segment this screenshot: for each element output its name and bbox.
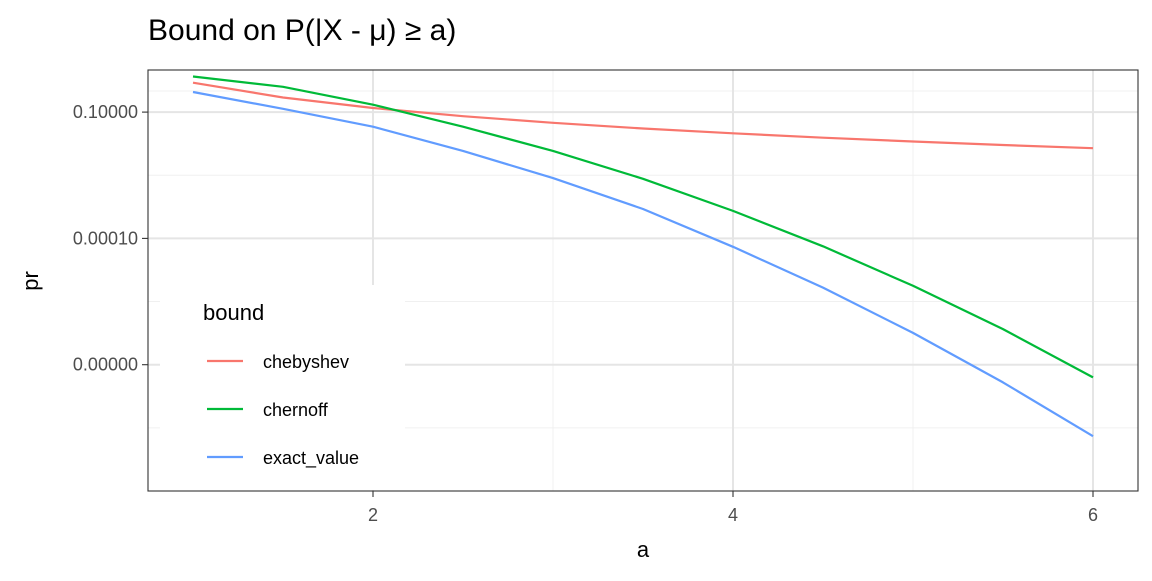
y-axis-title: pr <box>18 271 43 291</box>
chart-title: Bound on P(|X - μ) ≥ a) <box>148 14 456 47</box>
legend: bound chebyshev chernoff exact_value <box>160 285 405 490</box>
series-line-exact-value <box>192 90 1094 438</box>
y-tick-label: 0.00010 <box>73 228 138 248</box>
legend-label: exact_value <box>263 448 359 469</box>
series-line-chebyshev <box>192 81 1094 150</box>
x-tick-label: 4 <box>728 505 738 525</box>
series-line-chernoff <box>192 75 1094 379</box>
y-tick-label: 0.00000 <box>73 355 138 375</box>
x-axis-title: a <box>637 537 650 562</box>
x-tick-label: 2 <box>368 505 378 525</box>
axis-layer: 2 4 6 0.10000 0.00010 0.00000 <box>73 102 1098 525</box>
legend-label: chernoff <box>263 400 329 420</box>
legend-label: chebyshev <box>263 352 349 372</box>
panel-border <box>147 69 1139 492</box>
y-tick-label: 0.10000 <box>73 102 138 122</box>
legend-title: bound <box>203 300 264 325</box>
series-layer <box>192 75 1094 438</box>
legend-items: chebyshev chernoff exact_value <box>207 352 359 469</box>
legend-background <box>160 285 405 490</box>
x-tick-label: 6 <box>1088 505 1098 525</box>
